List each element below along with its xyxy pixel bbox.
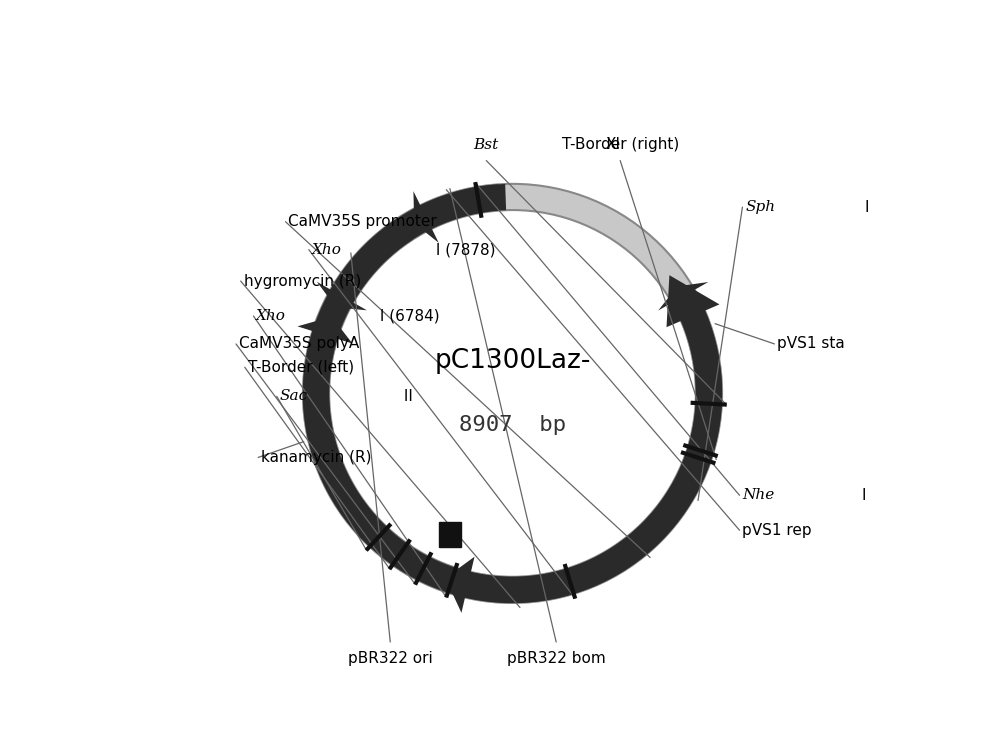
Polygon shape [445,556,475,613]
Text: pC1300Laz-: pC1300Laz- [434,349,591,374]
Text: CaMV35S polyA: CaMV35S polyA [239,336,359,352]
Text: II: II [399,389,413,404]
Text: I (7878): I (7878) [431,242,495,257]
Polygon shape [317,282,367,310]
Text: XI: XI [605,137,620,152]
Polygon shape [297,317,352,343]
Polygon shape [667,275,719,327]
Text: I (6784): I (6784) [375,308,440,324]
Text: pBR322 ori: pBR322 ori [348,651,433,666]
Text: I: I [862,488,866,503]
Text: pVS1 rep: pVS1 rep [742,522,812,538]
Polygon shape [303,184,722,603]
Text: CaMV35S promoter: CaMV35S promoter [288,214,437,229]
Polygon shape [420,184,500,229]
Polygon shape [465,375,722,603]
Text: I: I [864,200,869,215]
Bar [439,522,461,547]
Text: pVS1 sta: pVS1 sta [777,336,845,352]
Text: kanamycin (R): kanamycin (R) [261,450,372,465]
Text: T-Border (left): T-Border (left) [248,360,354,375]
Text: Sph: Sph [745,200,775,214]
Polygon shape [331,218,413,302]
Text: Xho: Xho [256,309,286,323]
Polygon shape [658,282,708,311]
Text: Xho: Xho [312,243,342,256]
Text: T-Border (right): T-Border (right) [562,137,679,152]
Polygon shape [303,331,390,549]
Text: hygromycin (R): hygromycin (R) [244,274,361,289]
Text: 8907  bp: 8907 bp [459,416,566,435]
Text: Sac: Sac [280,389,308,404]
Polygon shape [303,184,722,603]
Text: pBR322 bom: pBR322 bom [507,651,606,666]
Polygon shape [672,290,721,377]
Text: Bst: Bst [474,138,499,152]
Polygon shape [413,191,439,243]
Text: Nhe: Nhe [742,488,775,502]
